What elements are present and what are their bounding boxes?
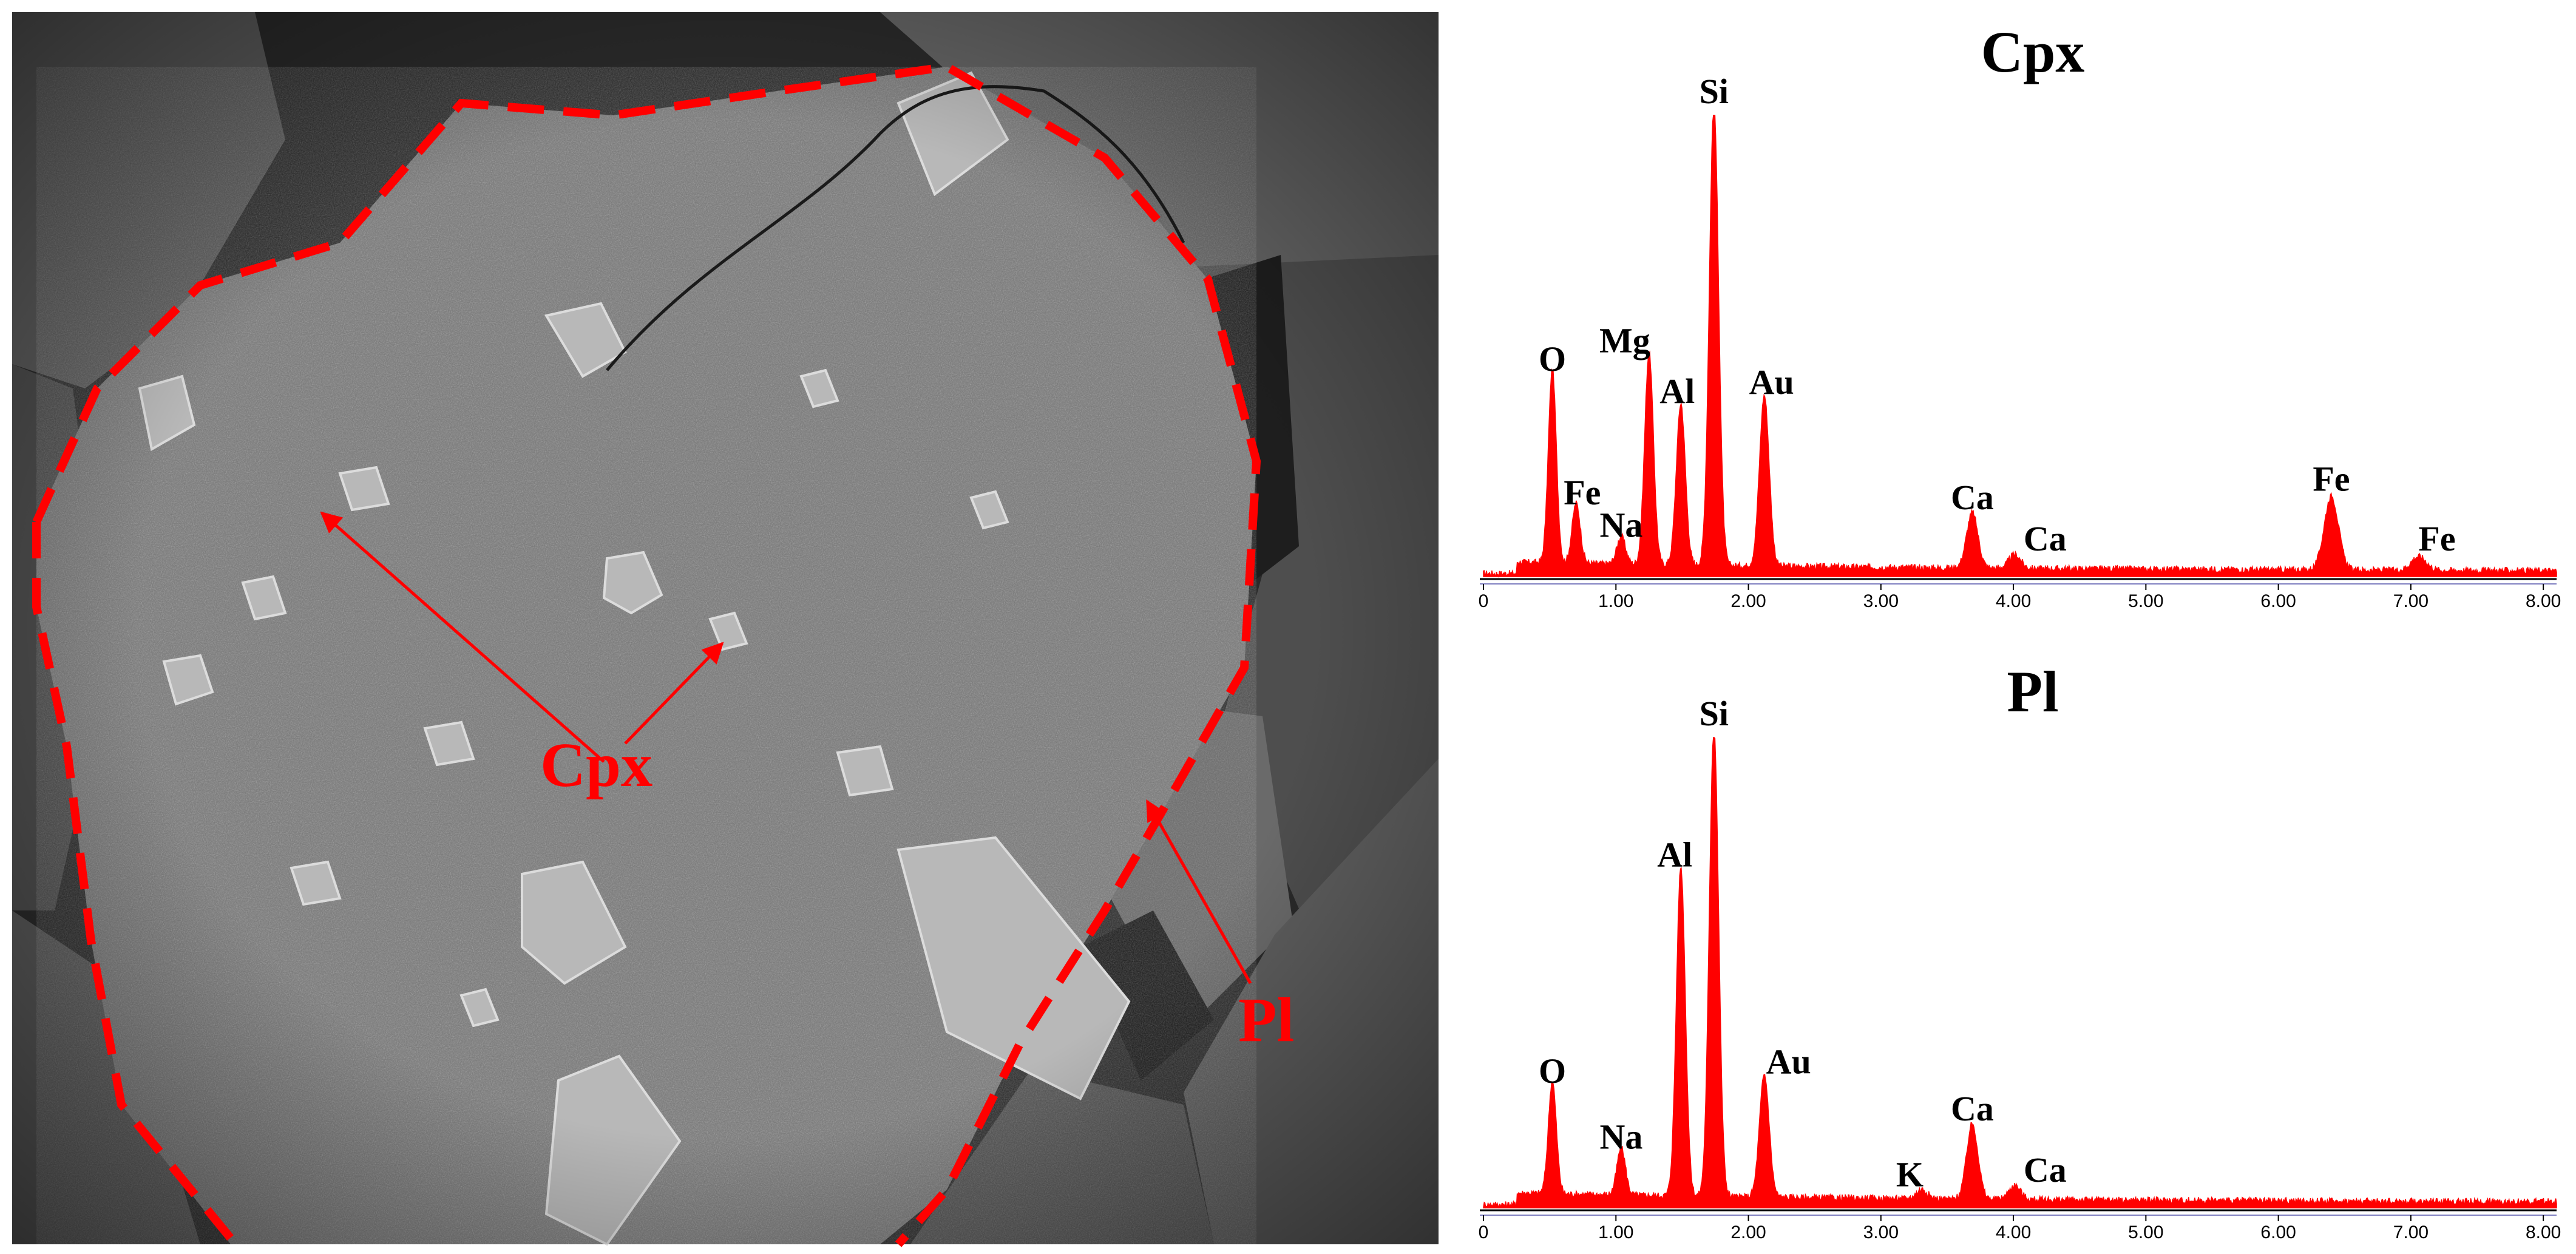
- peak-label-na: Na: [1600, 1117, 1643, 1157]
- peak-label-fe: Fe: [1564, 473, 1601, 512]
- x-tick-label: 4.00: [1996, 1222, 2031, 1242]
- eds-spectra-panel: Cpx 0 1.00 2.00 3.00 4.00 5.00 6.00 7.00 8.00 O Fe…: [1479, 19, 2561, 1242]
- peak-label-o: O: [1539, 339, 1566, 379]
- x-tick-label: 0: [1479, 591, 1489, 611]
- chart-title: Pl: [2007, 659, 2058, 724]
- peak-label-al: Al: [1659, 371, 1695, 411]
- x-tick-label: 3.00: [1863, 591, 1899, 611]
- x-tick-label: 2.00: [1730, 591, 1766, 611]
- x-tick-label: 1.00: [1598, 591, 1633, 611]
- x-tick-label: 1.00: [1598, 1222, 1633, 1242]
- x-tick-label: 4.00: [1996, 591, 2031, 611]
- x-tick-label: 6.00: [2260, 591, 2296, 611]
- peak-label-fe: Fe: [2313, 459, 2350, 498]
- peak-label-mg: Mg: [1599, 320, 1650, 360]
- x-tick-label: 8.00: [2526, 591, 2561, 611]
- peak-label-fe: Fe: [2418, 519, 2455, 558]
- spectrum-area: [1483, 115, 2557, 578]
- peak-label-au: Au: [1749, 362, 1794, 402]
- vignette: [12, 12, 1439, 1244]
- pl-spectrum-chart: Pl 0 1.00 2.00 3.00 4.00 5.00 6.00 7.00 8.00 O Na A…: [1479, 659, 2561, 1242]
- peak-label-na: Na: [1600, 505, 1643, 544]
- peak-label-ca: Ca: [2024, 519, 2067, 558]
- peak-label-ca: Ca: [2024, 1150, 2067, 1190]
- peak-label-ca: Ca: [1951, 1089, 1994, 1128]
- pl-label: Pl: [1238, 985, 1294, 1055]
- peak-label-au: Au: [1766, 1042, 1811, 1082]
- grain-boundary-dashed: [32, 62, 1261, 1247]
- pl-arrow: [1145, 799, 1252, 985]
- chart-title: Cpx: [1981, 19, 2085, 84]
- spectrum-area: [1483, 737, 2557, 1209]
- peak-label-al: Al: [1657, 835, 1692, 875]
- cpx-spectrum-chart: Cpx 0 1.00 2.00 3.00 4.00 5.00 6.00 7.00 8.00 O Fe…: [1479, 19, 2561, 611]
- peak-label-o: O: [1539, 1051, 1566, 1091]
- x-tick-label: 8.00: [2526, 1222, 2561, 1242]
- x-tick-label: 7.00: [2393, 591, 2429, 611]
- x-tick-label: 5.00: [2128, 1222, 2163, 1242]
- peak-label-si: Si: [1700, 72, 1729, 111]
- x-tick-label: 0: [1479, 1222, 1489, 1242]
- cpx-arrow-2: [624, 642, 724, 745]
- cpx-label: Cpx: [540, 730, 652, 800]
- peak-label-ca: Ca: [1951, 478, 1994, 517]
- x-tick-label: 5.00: [2128, 591, 2163, 611]
- x-tick-label: 6.00: [2260, 1222, 2296, 1242]
- peak-label-si: Si: [1700, 694, 1729, 733]
- cpx-arrow-1: [320, 511, 605, 763]
- x-tick-label: 3.00: [1863, 1222, 1899, 1242]
- x-tick-label: 2.00: [1730, 1222, 1766, 1242]
- sem-micrograph: Cpx Pl: [12, 12, 1439, 1247]
- peak-label-k: K: [1896, 1155, 1924, 1195]
- x-tick-label: 7.00: [2393, 1222, 2429, 1242]
